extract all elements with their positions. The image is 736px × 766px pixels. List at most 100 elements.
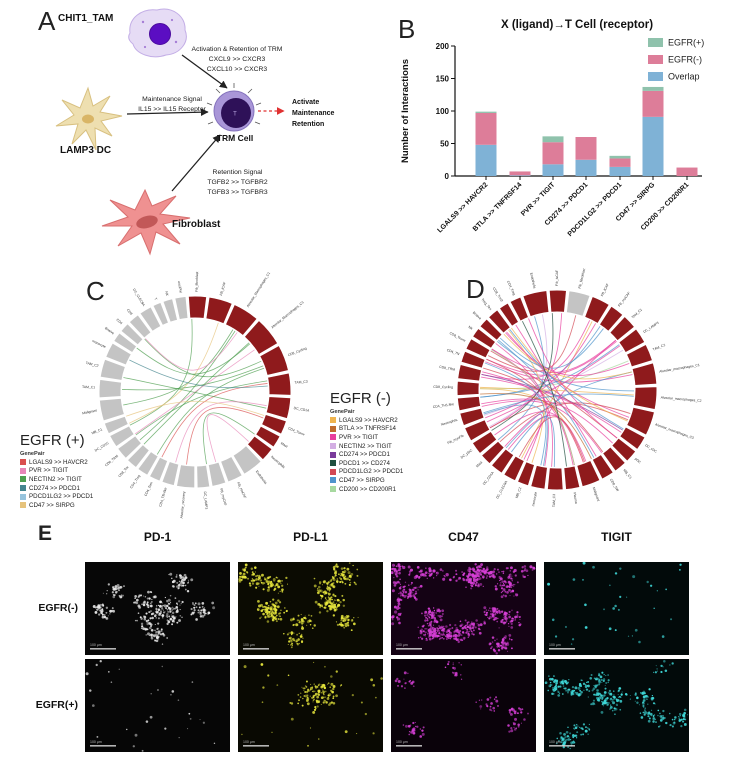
speckle <box>290 717 294 721</box>
speckle <box>504 647 506 649</box>
speckle <box>611 700 613 702</box>
speckle <box>171 609 173 611</box>
speckle <box>493 698 496 700</box>
speckle <box>485 611 489 614</box>
speckle <box>166 613 169 616</box>
speckle <box>491 607 495 610</box>
speckle <box>191 681 194 683</box>
speckle <box>266 588 270 592</box>
speckle <box>656 590 658 592</box>
speckle <box>92 704 95 707</box>
speckle <box>242 575 245 579</box>
circos-label: NK <box>468 325 475 331</box>
circos-segment <box>152 301 170 327</box>
circos-chord <box>145 332 238 371</box>
speckle <box>475 578 478 581</box>
circos-label: NK <box>164 291 169 297</box>
speckle <box>339 580 342 584</box>
speckle <box>453 575 455 578</box>
speckle <box>176 604 179 606</box>
speckle <box>573 728 576 730</box>
circos-label: CD8_Tconv <box>449 331 467 343</box>
speckle <box>323 607 325 609</box>
circos-chord <box>503 333 632 380</box>
speckle <box>680 718 683 721</box>
speckle <box>155 617 157 619</box>
speckle <box>393 605 397 609</box>
speckle <box>322 683 326 687</box>
speckle <box>465 624 467 627</box>
speckle <box>274 580 276 582</box>
speckle <box>431 626 435 630</box>
micro-row-label: EGFR(-) <box>38 601 78 614</box>
circos-label: TAM_C3 <box>294 380 308 385</box>
speckle <box>551 618 555 622</box>
speckle <box>478 699 481 701</box>
legend-swatch-icon <box>20 493 26 500</box>
speckle <box>314 706 317 709</box>
speckle <box>473 579 477 583</box>
speckle <box>511 589 515 593</box>
speckle <box>370 678 374 682</box>
speckle <box>119 595 123 599</box>
speckle <box>166 619 169 621</box>
speckle <box>683 723 687 726</box>
speckle <box>334 570 338 573</box>
speckle <box>279 617 283 621</box>
speckle <box>333 599 336 601</box>
speckle <box>257 578 260 581</box>
circos-label: Mast <box>475 460 483 468</box>
speckle <box>647 719 651 723</box>
circos-segment <box>99 358 127 382</box>
speckle <box>157 632 161 635</box>
speckle <box>317 700 321 704</box>
speckle <box>320 598 323 600</box>
speckle <box>671 718 674 721</box>
legend-swatch-icon <box>330 477 336 484</box>
bar-segment <box>609 155 631 159</box>
speckle <box>395 616 399 619</box>
speckle <box>399 591 402 594</box>
speckle <box>318 683 321 686</box>
speckle <box>163 604 167 608</box>
speckle <box>325 701 328 704</box>
speckle <box>137 595 140 599</box>
circos-label: CD4_Tem <box>144 481 154 497</box>
speckle <box>569 747 571 750</box>
speckle <box>395 565 398 568</box>
bar-segment <box>642 90 664 117</box>
circos-label: Alveolar_macrophages_C3 <box>655 422 695 440</box>
speckle <box>274 601 278 605</box>
speckle <box>455 638 459 641</box>
speckle <box>500 591 503 594</box>
legend-item: CD274 >> PDCD1 <box>330 450 458 459</box>
speckle <box>466 630 468 633</box>
speckle <box>555 679 559 683</box>
speckle <box>301 625 304 628</box>
speckle <box>644 711 647 714</box>
speckle <box>458 629 462 633</box>
speckle <box>510 586 513 589</box>
speckle <box>391 563 395 567</box>
speckle <box>261 573 264 577</box>
speckle <box>516 581 519 584</box>
speckle <box>326 585 329 587</box>
speckle <box>462 578 466 582</box>
speckle <box>423 614 427 617</box>
speckle <box>148 611 151 614</box>
speckle <box>480 566 483 569</box>
speckle <box>510 707 514 711</box>
speckle <box>399 565 401 568</box>
speckle <box>261 701 264 703</box>
circos-chord <box>511 416 556 467</box>
legend-item: PVR >> TIGIT <box>20 467 140 476</box>
speckle <box>322 701 325 704</box>
speckle <box>397 597 400 600</box>
speckle <box>675 716 677 718</box>
circos-segment <box>459 407 485 427</box>
speckle <box>617 689 620 692</box>
speckle <box>588 723 590 726</box>
speckle <box>510 577 513 580</box>
speckle <box>340 684 343 686</box>
speckle <box>314 686 318 689</box>
